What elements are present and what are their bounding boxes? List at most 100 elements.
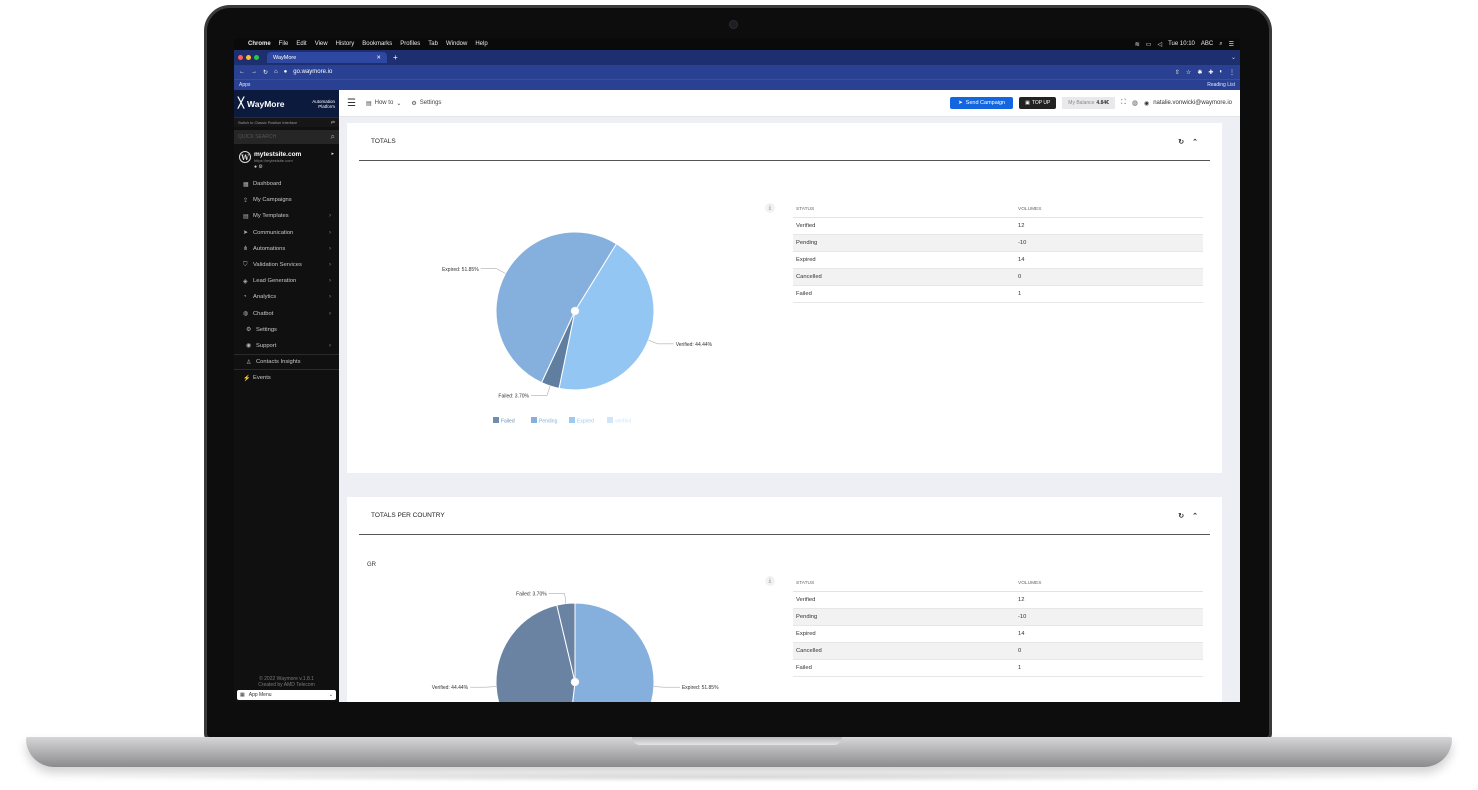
sidebar-item-dashboard[interactable]: ▦ Dashboard xyxy=(234,176,339,192)
top-up-button[interactable]: ▣ TOP UP xyxy=(1019,97,1057,109)
howto-menu[interactable]: ▤ How to ⌄ xyxy=(366,100,401,107)
sidebar-item-communication[interactable]: ➤ Communication › xyxy=(234,225,339,241)
legend-swatch[interactable] xyxy=(607,417,613,423)
hamburger-menu-icon[interactable]: ☰ xyxy=(347,97,356,109)
refresh-icon[interactable]: ↻ xyxy=(1178,138,1185,146)
top-bar: ☰ ▤ How to ⌄ ⚙ Settings ➤ Send Campaign ▣ TOP… xyxy=(339,90,1240,117)
extension-icon[interactable]: ✱ xyxy=(1197,69,1203,76)
cell-status: Failed xyxy=(796,665,812,671)
menu-help[interactable]: Help xyxy=(475,41,488,47)
menu-profiles[interactable]: Profiles xyxy=(400,41,421,47)
refresh-icon[interactable]: ↻ xyxy=(1178,512,1185,520)
sidebar-item-support[interactable]: ◉ Support › xyxy=(234,338,339,354)
puzzle-icon[interactable]: ✚ xyxy=(1208,69,1214,76)
legend-label[interactable]: verified xyxy=(615,419,631,425)
pie-label-leader xyxy=(530,385,551,396)
contacts-icon: ♙ xyxy=(246,359,252,366)
menu-tab[interactable]: Tab xyxy=(428,41,438,47)
control-center-icon[interactable]: ☰ xyxy=(1228,41,1234,48)
caret-right-icon[interactable]: ▸ xyxy=(331,151,334,157)
sidebar-item-label: Analytics xyxy=(253,294,277,301)
globe-icon[interactable]: ◍ xyxy=(1131,100,1138,107)
sidebar-item-contacts-insights[interactable]: ♙ Contacts Insights xyxy=(234,354,339,371)
quick-search-input[interactable]: QUICK SEARCH xyxy=(238,134,277,140)
menu-file[interactable]: File xyxy=(278,41,289,47)
site-selector[interactable]: W mytestsite.com https:\/mytestsite.com … xyxy=(234,147,339,174)
switch-interface[interactable]: Switch to Classic Position Interface ⇄ xyxy=(234,118,339,127)
wifi-icon[interactable]: ≋ xyxy=(1134,41,1140,48)
pie-slice-expired[interactable] xyxy=(495,231,618,384)
maximize-window-icon[interactable] xyxy=(254,55,259,60)
profile-icon[interactable]: ◐ xyxy=(1219,68,1223,75)
close-window-icon[interactable] xyxy=(238,55,243,60)
input-language[interactable]: ABC xyxy=(1200,41,1214,47)
sidebar-item-my-templates[interactable]: ▤ My Templates › xyxy=(234,208,339,224)
lock-icon[interactable]: ● xyxy=(283,69,288,75)
legend-swatch[interactable] xyxy=(493,417,499,423)
legend-swatch[interactable] xyxy=(569,417,575,423)
reading-list[interactable]: Reading List xyxy=(1207,82,1235,88)
menu-bookmarks[interactable]: Bookmarks xyxy=(362,41,393,47)
cell-volume: 0 xyxy=(1018,274,1022,280)
forward-icon[interactable]: → xyxy=(251,69,257,75)
menu-edit[interactable]: Edit xyxy=(296,41,307,47)
templates-icon: ▤ xyxy=(243,213,249,220)
user-email: natalie.vonwicki@waymore.io xyxy=(1153,100,1232,106)
settings-link[interactable]: ⚙ Settings xyxy=(411,100,441,107)
quick-search[interactable]: QUICK SEARCH ⌕ xyxy=(234,130,339,144)
menu-chrome[interactable]: Chrome xyxy=(248,41,271,47)
sidebar-item-my-campaigns[interactable]: ⇪ My Campaigns xyxy=(234,192,339,208)
switch-interface-label: Switch to Classic Position Interface xyxy=(238,120,298,125)
close-tab-icon[interactable]: ✕ xyxy=(376,54,381,61)
reload-icon[interactable]: ↻ xyxy=(263,69,269,76)
collapse-icon[interactable]: ⌃ xyxy=(1192,138,1198,146)
sidebar-item-events[interactable]: ⚡ Events xyxy=(234,370,339,386)
pie-label: Verified: 44.44% xyxy=(432,685,469,691)
col-status: STATUS xyxy=(796,581,815,586)
clock[interactable]: Tue 10:10 xyxy=(1168,41,1195,47)
download-icon[interactable]: ⤓ xyxy=(765,203,775,213)
col-status: STATUS xyxy=(796,207,815,212)
legend-label[interactable]: Expired xyxy=(577,419,594,425)
sidebar-item-lead-generation[interactable]: ◈ Lead Generation › xyxy=(234,273,339,289)
minimize-window-icon[interactable] xyxy=(246,55,251,60)
download-icon[interactable]: ⤓ xyxy=(765,576,775,586)
sidebar-item-chatbot[interactable]: ◍ Chatbot › xyxy=(234,306,339,322)
browser-tab[interactable]: WayMore ✕ xyxy=(267,52,387,63)
user-menu[interactable]: ◉ natalie.vonwicki@waymore.io xyxy=(1144,100,1232,107)
fullscreen-icon[interactable]: ⛶ xyxy=(1120,99,1126,106)
legend-swatch[interactable] xyxy=(531,417,537,423)
switch-icon[interactable]: ⇄ xyxy=(330,119,335,126)
home-icon[interactable]: ⌂ xyxy=(274,69,278,75)
app-menu-select[interactable]: ▦ App Menu ⌄ xyxy=(237,690,336,700)
sidebar-item-settings[interactable]: ⚙ Settings xyxy=(234,322,339,338)
menu-view[interactable]: View xyxy=(314,41,328,47)
menu-window[interactable]: Window xyxy=(445,41,468,47)
brand-header[interactable]: ╳ WayMore Automation Platform xyxy=(234,90,339,118)
menu-history[interactable]: History xyxy=(335,41,355,47)
new-tab-icon[interactable]: + xyxy=(393,53,398,62)
spotlight-icon[interactable]: ⌕ xyxy=(1219,40,1223,47)
sidebar-item-automations[interactable]: ⋔ Automations › xyxy=(234,241,339,257)
tab-search-icon[interactable]: ⌄ xyxy=(1230,55,1236,61)
search-icon[interactable]: ⌕ xyxy=(330,132,335,141)
sidebar-item-label: Lead Generation xyxy=(253,278,297,285)
pie-slice-expired[interactable] xyxy=(566,602,655,702)
address-bar[interactable]: go.waymore.io xyxy=(293,69,333,75)
cell-status: Cancelled xyxy=(796,274,822,280)
legend-label[interactable]: Failed xyxy=(501,419,515,425)
share-icon[interactable]: ⇧ xyxy=(1174,69,1180,76)
apps-bookmark[interactable]: Apps xyxy=(239,82,251,88)
pie-center-dot xyxy=(570,677,580,687)
sidebar-item-validation-services[interactable]: ⛉ Validation Services › xyxy=(234,257,339,273)
send-campaign-button[interactable]: ➤ Send Campaign xyxy=(950,97,1014,109)
collapse-icon[interactable]: ⌃ xyxy=(1192,512,1198,520)
sidebar-item-analytics[interactable]: ◔ Analytics › xyxy=(234,289,339,305)
legend-label[interactable]: Pending xyxy=(539,419,558,425)
automations-icon: ⋔ xyxy=(243,246,249,253)
battery-icon[interactable]: ▭ xyxy=(1145,41,1152,48)
star-icon[interactable]: ☆ xyxy=(1185,69,1192,76)
volume-icon[interactable]: ◁ xyxy=(1157,41,1163,48)
back-icon[interactable]: ← xyxy=(239,69,245,75)
more-icon[interactable]: ⋮ xyxy=(1229,69,1235,76)
